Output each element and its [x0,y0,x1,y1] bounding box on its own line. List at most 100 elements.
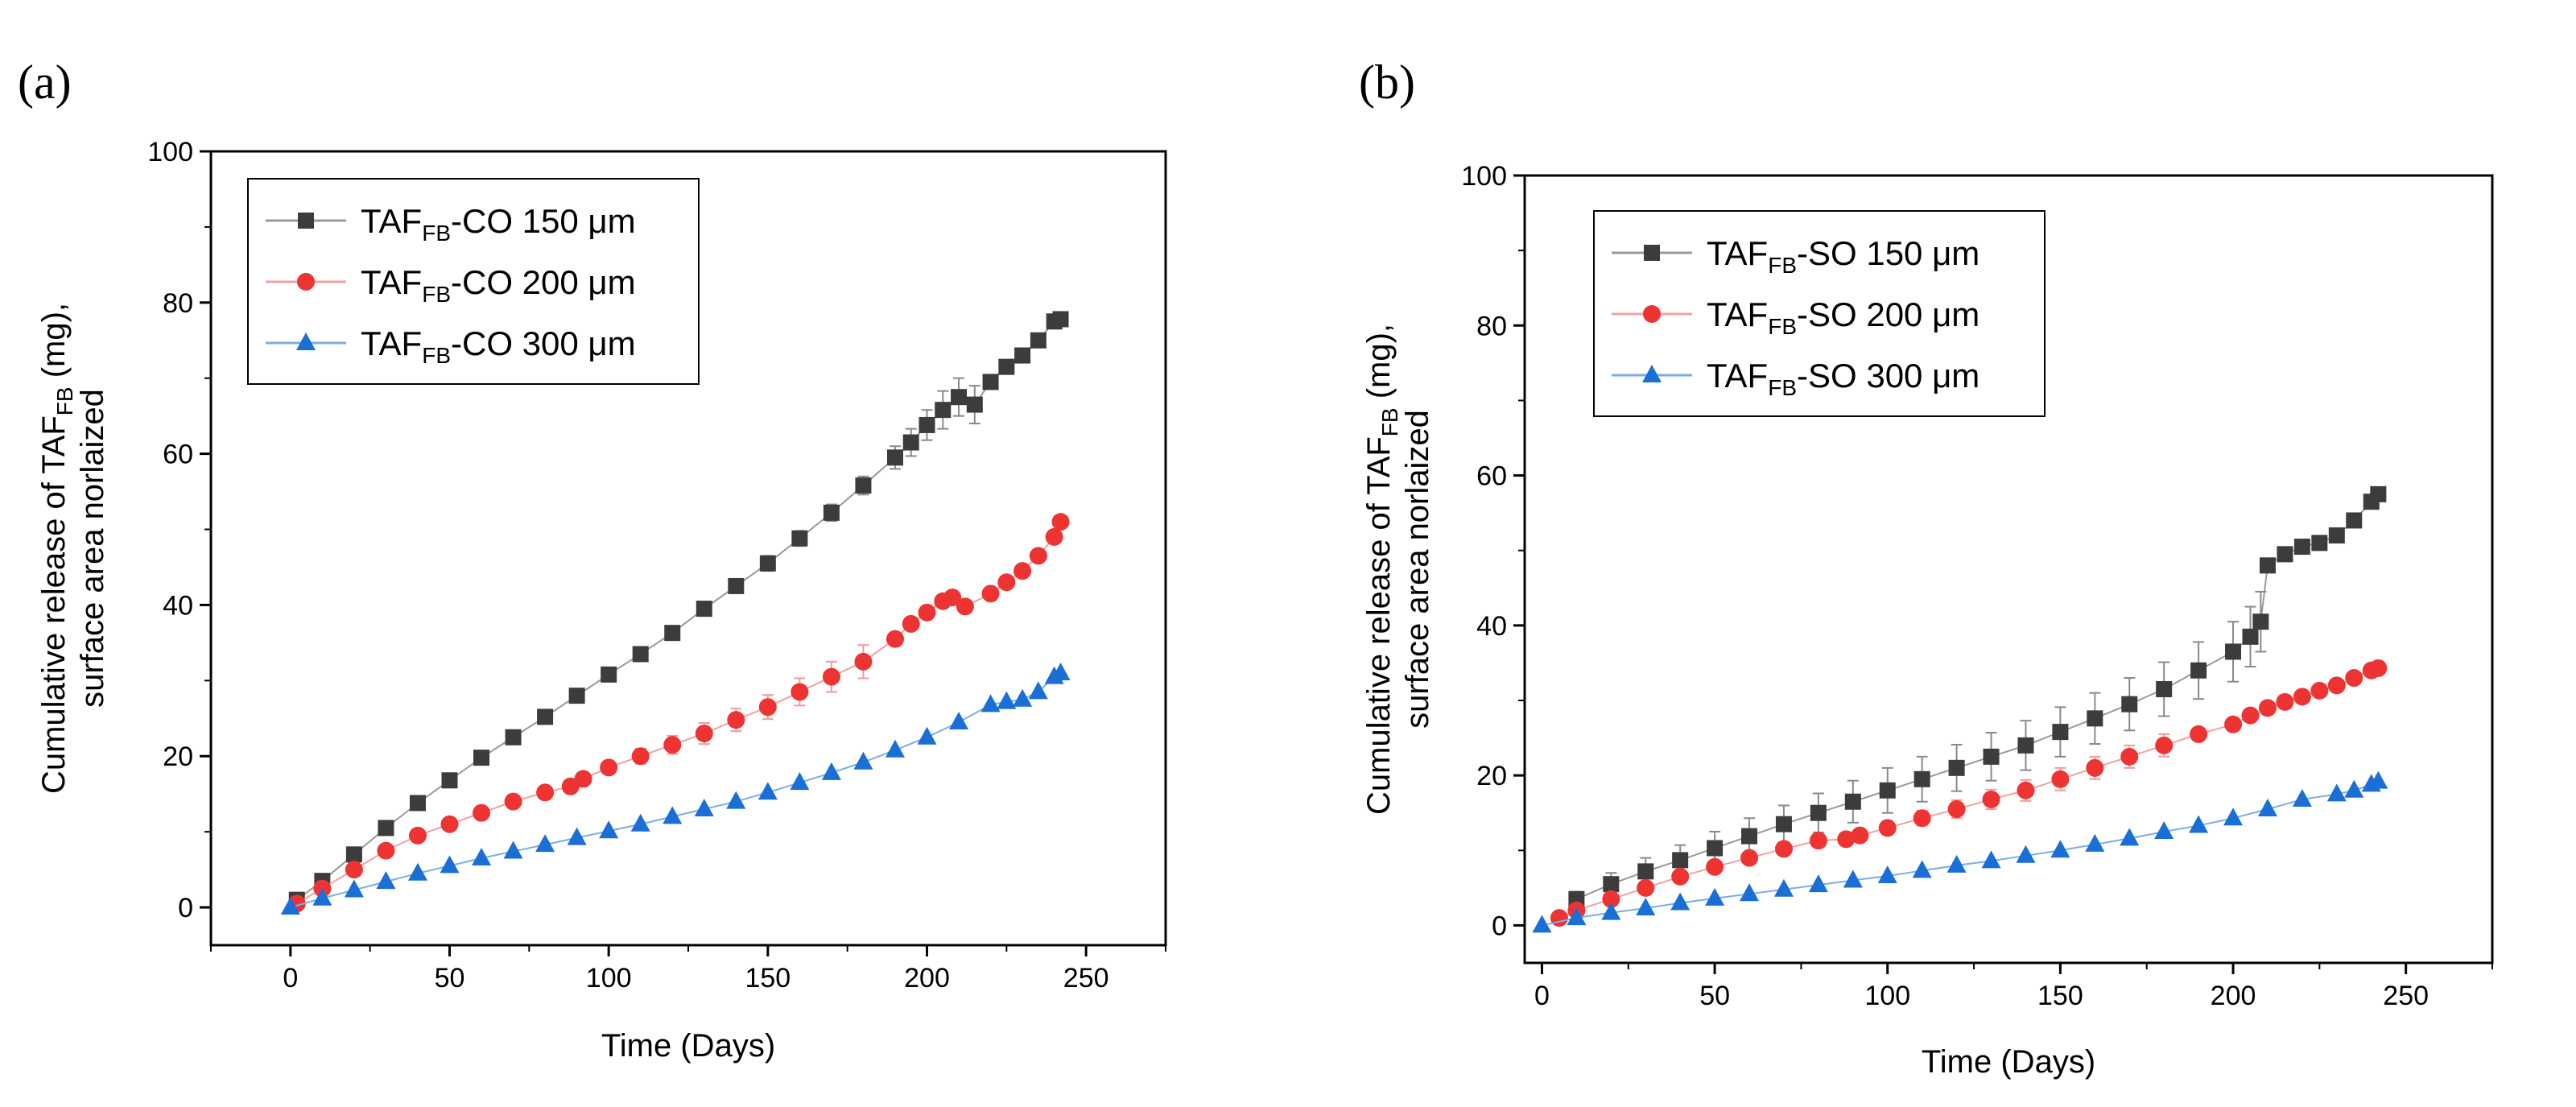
data-point-circle [791,683,809,701]
chart-panel-b: (b) 0 50 100 150 200 250 0 20 40 60 80 100 Time (Da… [1359,56,2494,1080]
data-point-square [2087,710,2103,727]
data-point-square [791,530,808,547]
data-point-square [902,434,919,451]
x-tick-label: 100 [1864,981,1910,1011]
data-point-square [441,772,458,789]
data-point-triangle [1705,887,1725,906]
series-b-300 [1532,770,2388,933]
x-tick-label: 200 [904,963,950,993]
data-point-triangle [853,751,873,770]
y-tick-label: 40 [163,590,193,621]
data-point-circle [886,630,904,648]
data-point-square [1844,793,1861,810]
data-point-triangle [1670,892,1690,911]
data-point-circle [1878,819,1897,837]
data-point-triangle [2016,845,2036,863]
data-point-circle [2276,692,2294,711]
data-point-triangle [2292,788,2312,807]
x-tick-label: 0 [1534,981,1550,1011]
legend-label-main: TAF [1707,295,1768,333]
data-point-circle [758,698,777,717]
data-point-circle [918,603,936,622]
data-point-triangle [790,772,810,791]
data-point-triangle [1877,865,1897,883]
data-point-triangle [535,834,555,853]
x-tick-label: 250 [2383,981,2429,1011]
plot-a-data [280,311,1071,915]
data-point-square [728,577,745,594]
data-point-triangle [1051,662,1071,680]
data-point-triangle [280,897,300,915]
chart-panel-a: (a) 0 50 100 150 200 250 0 20 40 60 80 100 Time (Da… [18,56,1167,1064]
data-point-circle [2190,725,2208,743]
data-point-triangle [567,827,587,845]
data-point-circle [631,747,650,766]
data-point-square [998,358,1015,375]
legend-label-main: TAF [1707,234,1768,272]
data-point-square [1707,840,1724,857]
y-tick-label: 60 [163,440,193,470]
data-point-square [982,374,999,390]
data-point-square [1879,782,1896,799]
legend-label-subscript: FB [422,221,451,246]
data-point-circle [600,758,618,777]
data-point-circle [2327,676,2346,695]
data-point-square [2225,643,2242,660]
data-point-circle [1637,878,1655,897]
legend-marker-triangle [296,333,316,350]
data-point-square [1983,748,2000,765]
data-point-circle [2155,736,2174,754]
data-point-square [2311,535,2328,551]
y-tick-label: 60 [1476,461,1507,492]
y-tick-label: 0 [1492,911,1507,941]
data-point-square [855,477,872,494]
data-point-circle [1029,547,1047,565]
data-point-circle [2051,770,2070,788]
data-point-circle [2017,781,2035,799]
data-point-square [2277,546,2293,563]
y-tick-label: 100 [147,137,193,167]
data-point-square [1810,804,1827,821]
legend-label: TAFFB-CO 150 μm [361,202,636,246]
data-point-triangle [2344,779,2364,798]
data-point-triangle [344,879,364,898]
y-tick-label: 40 [1476,611,1507,642]
data-point-circle [2293,688,2311,706]
x-tick-label: 50 [1699,981,1730,1011]
data-point-triangle [758,782,778,800]
data-point-circle [504,792,522,811]
x-tick-label: 0 [283,963,298,993]
data-point-circle [997,573,1016,592]
y-tick-label: 80 [1476,311,1507,341]
data-point-circle [695,725,713,743]
legend-label-rest: -CO 200 μm [451,263,636,301]
data-point-triangle [1601,902,1621,920]
x-tick-label: 50 [435,963,465,993]
legend-a: TAFFB-CO 150 μm TAFFB-CO 200 μm TAFFB-CO 3… [247,178,700,385]
data-point-triangle [2050,840,2070,858]
data-point-square [601,666,617,683]
data-point-square [1775,816,1792,832]
data-point-square [1014,347,1031,364]
data-point-square [537,708,554,725]
data-point-triangle [2368,770,2388,789]
data-point-square [759,555,776,572]
data-point-square [951,389,968,406]
legend-label-main: TAF [361,263,422,301]
plot-b-ticks: 0 50 100 150 200 250 0 20 40 60 80 100 [1461,161,2493,1011]
data-point-circle [440,815,459,833]
legend-label-main: TAF [1707,357,1768,394]
data-point-square [2052,724,2069,741]
data-point-square [2328,527,2345,544]
panel-label-b: (b) [1359,56,1415,109]
legend-label: TAFFB-CO 300 μm [361,324,636,368]
data-point-square [2242,628,2259,645]
data-point-circle [1550,909,1568,927]
legend-label-subscript: FB [1768,314,1797,339]
y-tick-label: 100 [1461,161,1507,192]
legend-marker-circle [1643,305,1661,323]
data-point-triangle [407,862,427,881]
panel-label-a: (a) [18,56,72,109]
